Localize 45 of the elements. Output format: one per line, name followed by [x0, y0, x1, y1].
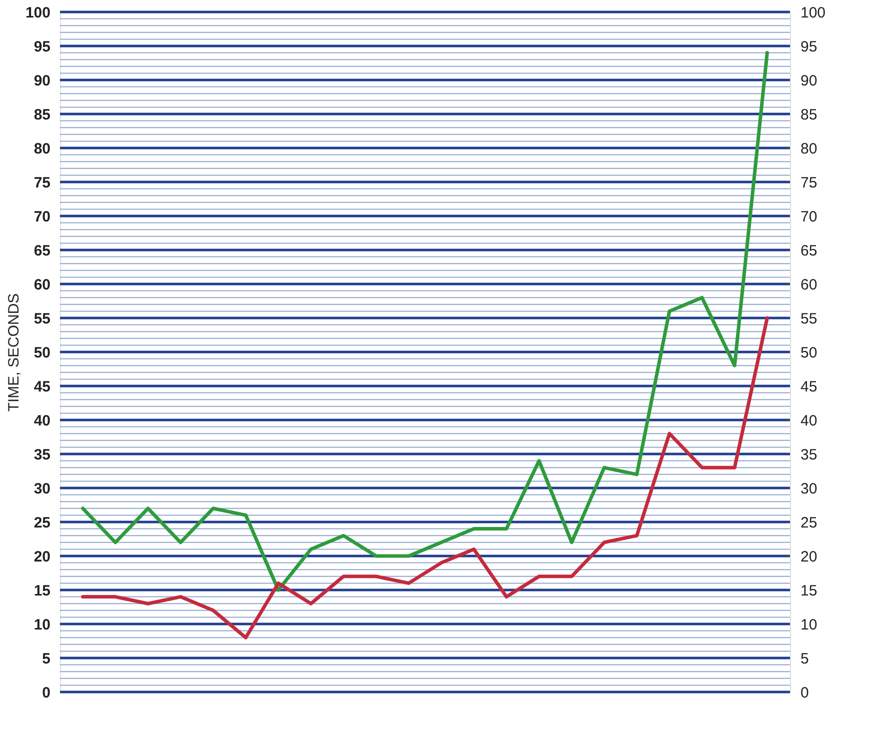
y-tick-label: 35	[34, 446, 50, 464]
y2-tick-label: 5	[800, 650, 809, 668]
y-tick-label: 40	[34, 412, 50, 430]
y2-tick-label: 65	[800, 242, 818, 260]
y-tick-label: 50	[34, 344, 50, 362]
y-tick-label: 30	[34, 480, 50, 498]
y2-tick-label: 0	[800, 684, 809, 702]
y2-tick-label: 15	[800, 582, 818, 600]
y-axis-title: TIME, SECONDS	[5, 293, 22, 412]
y-tick-label: 55	[34, 310, 50, 328]
y-tick-label: 45	[34, 378, 50, 396]
y-tick-label: 95	[34, 38, 50, 56]
line-series	[81, 51, 769, 592]
y2-tick-label: 10	[800, 616, 818, 634]
y-tick-label: 60	[34, 276, 50, 294]
y-tick-label: 70	[34, 208, 50, 226]
y-tick-label: 15	[34, 582, 50, 600]
y-tick-label: 90	[34, 72, 50, 90]
y2-tick-label: 25	[800, 514, 818, 532]
y2-tick-label: 85	[800, 106, 818, 124]
y-tick-label: 25	[34, 514, 50, 532]
y2-tick-label: 40	[800, 412, 818, 430]
y2-tick-label: 80	[800, 140, 818, 158]
y2-tick-label: 50	[800, 344, 818, 362]
y2-tick-label: 35	[800, 446, 818, 464]
y-tick-label: 75	[34, 174, 50, 192]
y2-tick-label: 100	[800, 4, 826, 22]
y2-tick-label: 95	[800, 38, 818, 56]
y2-tick-label: 55	[800, 310, 818, 328]
y-tick-label: 20	[34, 548, 50, 566]
y-tick-label: 10	[34, 616, 50, 634]
line-series	[81, 316, 769, 640]
y2-tick-label: 60	[800, 276, 818, 294]
y2-tick-label: 90	[800, 72, 818, 90]
y2-tick-label: 75	[800, 174, 818, 192]
y-tick-label: 100	[25, 4, 50, 22]
y-tick-label: 0	[42, 684, 50, 702]
y2-tick-label: 20	[800, 548, 818, 566]
y2-tick-label: 45	[800, 378, 818, 396]
y2-tick-label: 70	[800, 208, 818, 226]
y-tick-label: 5	[42, 650, 50, 668]
y2-tick-label: 30	[800, 480, 818, 498]
y-tick-label: 65	[34, 242, 50, 260]
y-tick-label: 80	[34, 140, 50, 158]
y-tick-label: 85	[34, 106, 50, 124]
